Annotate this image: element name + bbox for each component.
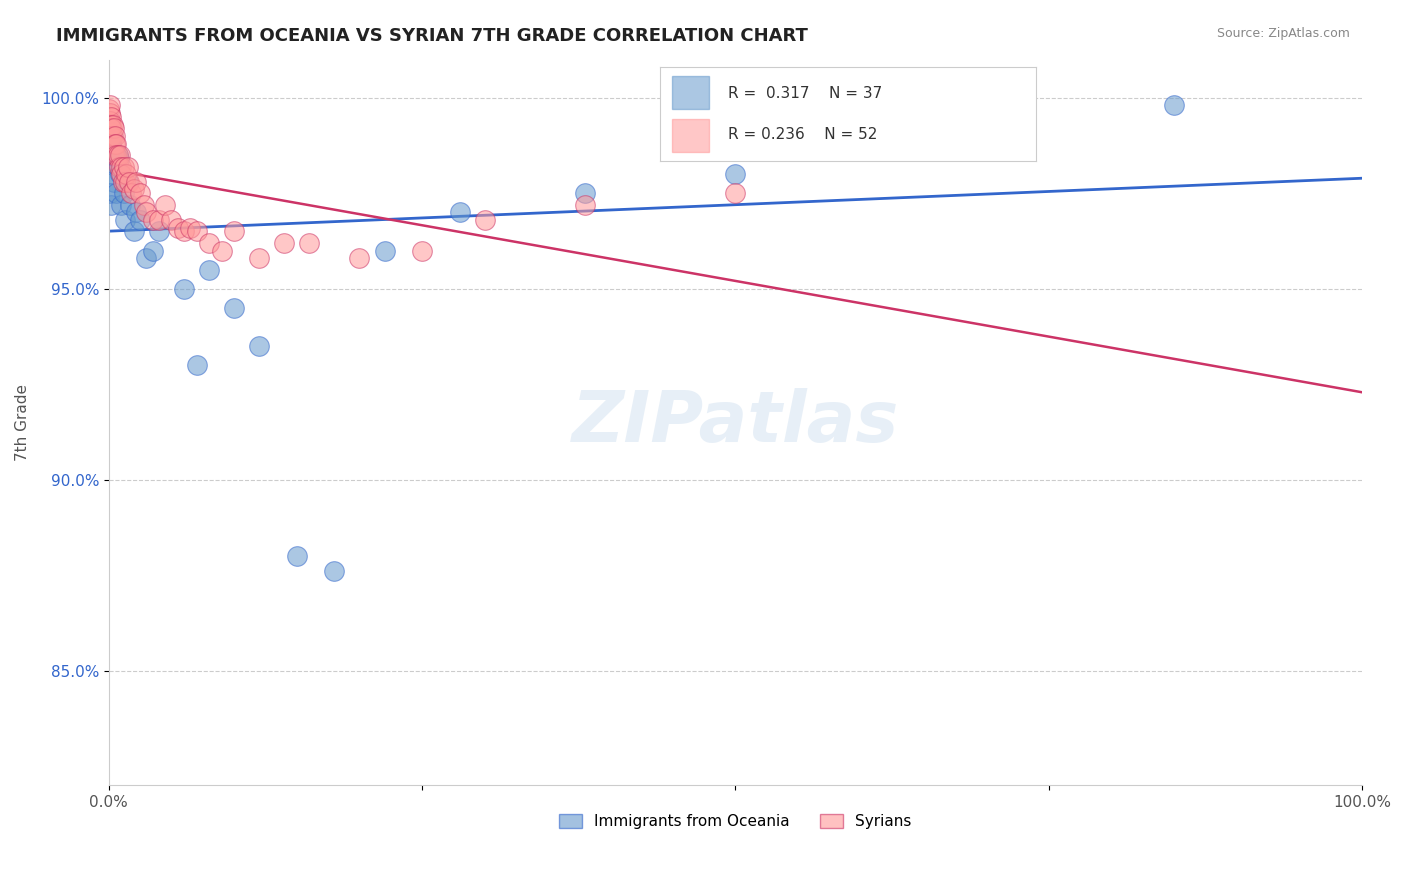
Point — [1163, 98, 1185, 112]
Point — [224, 301, 246, 315]
Point — [117, 160, 139, 174]
Point — [105, 136, 128, 151]
Point — [574, 197, 596, 211]
Point — [100, 128, 122, 143]
Point — [110, 167, 132, 181]
Point — [724, 167, 747, 181]
Point — [107, 148, 129, 162]
Point — [574, 186, 596, 201]
Point — [115, 167, 138, 181]
Point — [373, 244, 395, 258]
Point — [120, 186, 142, 201]
Text: IMMIGRANTS FROM OCEANIA VS SYRIAN 7TH GRADE CORRELATION CHART: IMMIGRANTS FROM OCEANIA VS SYRIAN 7TH GR… — [56, 27, 808, 45]
Point — [160, 213, 183, 227]
Point — [173, 224, 195, 238]
Point — [148, 213, 170, 227]
Point — [101, 155, 124, 169]
Point — [103, 175, 125, 189]
Point — [100, 121, 122, 136]
Point — [100, 110, 122, 124]
Point — [135, 205, 157, 219]
Point — [103, 148, 125, 162]
Point — [247, 339, 270, 353]
Point — [122, 182, 145, 196]
Point — [198, 235, 221, 250]
Point — [198, 262, 221, 277]
Point — [285, 549, 308, 563]
Point — [114, 175, 136, 189]
Point — [186, 224, 208, 238]
Point — [166, 220, 188, 235]
Point — [142, 244, 165, 258]
Point — [103, 121, 125, 136]
Point — [111, 175, 134, 189]
Point — [101, 128, 124, 143]
Point — [129, 213, 152, 227]
Point — [98, 106, 121, 120]
Point — [108, 152, 131, 166]
Point — [129, 186, 152, 201]
Point — [117, 175, 139, 189]
Point — [132, 197, 155, 211]
Point — [100, 118, 122, 132]
Point — [148, 224, 170, 238]
Point — [1000, 98, 1022, 112]
Text: ZIPatlas: ZIPatlas — [572, 388, 898, 457]
Point — [179, 220, 201, 235]
Point — [142, 213, 165, 227]
Point — [411, 244, 433, 258]
Point — [125, 205, 148, 219]
Point — [349, 251, 371, 265]
Point — [108, 167, 131, 181]
Point — [155, 197, 177, 211]
Point — [247, 251, 270, 265]
Legend: Immigrants from Oceania, Syrians: Immigrants from Oceania, Syrians — [553, 808, 918, 836]
Point — [105, 186, 128, 201]
Point — [724, 186, 747, 201]
Point — [98, 186, 121, 201]
Point — [449, 205, 471, 219]
Point — [186, 358, 208, 372]
Point — [104, 148, 127, 162]
Point — [108, 148, 131, 162]
Point — [100, 128, 122, 143]
Point — [100, 136, 122, 151]
Point — [98, 113, 121, 128]
Point — [135, 251, 157, 265]
Point — [101, 118, 124, 132]
Y-axis label: 7th Grade: 7th Grade — [15, 384, 30, 461]
Point — [98, 167, 121, 181]
Point — [112, 160, 135, 174]
Point — [323, 564, 346, 578]
Point — [110, 160, 132, 174]
Point — [108, 160, 131, 174]
Point — [122, 224, 145, 238]
Point — [104, 136, 127, 151]
Text: Source: ZipAtlas.com: Source: ZipAtlas.com — [1216, 27, 1350, 40]
Point — [120, 197, 142, 211]
Point — [105, 148, 128, 162]
Point — [211, 244, 233, 258]
Point — [114, 213, 136, 227]
Point — [474, 213, 496, 227]
Point — [298, 235, 321, 250]
Point — [224, 224, 246, 238]
Point — [110, 197, 132, 211]
Point — [125, 175, 148, 189]
Point — [112, 186, 135, 201]
Point — [100, 197, 122, 211]
Point — [107, 148, 129, 162]
Point — [98, 98, 121, 112]
Point — [173, 282, 195, 296]
Point — [104, 128, 127, 143]
Point — [273, 235, 295, 250]
Point — [98, 102, 121, 116]
Point — [118, 175, 141, 189]
Point — [100, 148, 122, 162]
